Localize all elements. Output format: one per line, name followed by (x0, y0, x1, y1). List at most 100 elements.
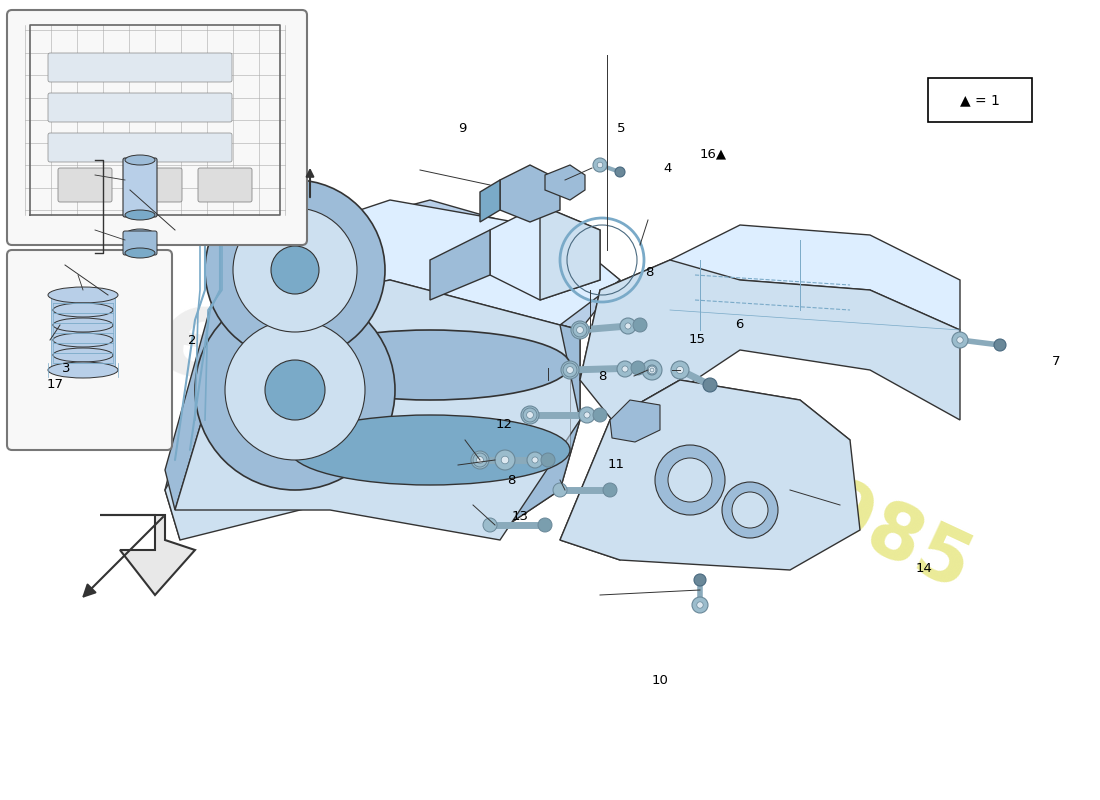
Ellipse shape (53, 348, 113, 362)
Text: ▲ = 1: ▲ = 1 (960, 93, 1000, 107)
Circle shape (584, 412, 590, 418)
FancyBboxPatch shape (58, 168, 112, 202)
Circle shape (593, 158, 607, 172)
Circle shape (620, 318, 636, 334)
Polygon shape (290, 365, 570, 450)
Circle shape (957, 337, 964, 343)
Polygon shape (165, 290, 580, 540)
Circle shape (561, 361, 579, 379)
Polygon shape (670, 225, 960, 330)
Circle shape (603, 483, 617, 497)
Polygon shape (390, 290, 580, 530)
Polygon shape (610, 400, 660, 442)
Polygon shape (580, 260, 670, 410)
FancyBboxPatch shape (48, 133, 232, 162)
Text: 11: 11 (607, 458, 625, 470)
Circle shape (579, 407, 595, 423)
Polygon shape (500, 165, 560, 222)
Text: 13: 13 (512, 510, 529, 522)
Text: 12: 12 (495, 418, 513, 430)
Circle shape (476, 457, 483, 463)
Circle shape (703, 378, 717, 392)
Circle shape (521, 406, 539, 424)
Polygon shape (226, 200, 620, 325)
Text: 7: 7 (1052, 355, 1060, 368)
Ellipse shape (48, 287, 118, 303)
Ellipse shape (290, 330, 570, 400)
Polygon shape (490, 205, 600, 300)
Circle shape (541, 453, 556, 467)
Circle shape (195, 290, 395, 490)
Circle shape (265, 360, 324, 420)
Text: europ: europ (147, 274, 573, 466)
Circle shape (205, 180, 385, 360)
Text: 8: 8 (507, 474, 516, 486)
Circle shape (647, 365, 657, 375)
Circle shape (271, 246, 319, 294)
Circle shape (648, 366, 656, 374)
Ellipse shape (48, 362, 118, 378)
Polygon shape (560, 380, 680, 560)
Ellipse shape (125, 248, 155, 258)
Circle shape (671, 361, 689, 379)
FancyBboxPatch shape (128, 168, 182, 202)
Text: 16▲: 16▲ (700, 147, 726, 160)
Circle shape (631, 361, 645, 375)
FancyBboxPatch shape (123, 158, 157, 217)
Text: 2: 2 (188, 334, 197, 346)
Text: 4: 4 (663, 162, 672, 174)
Circle shape (621, 366, 628, 372)
Circle shape (625, 323, 631, 329)
Text: 14: 14 (915, 562, 933, 574)
Polygon shape (560, 380, 860, 570)
Ellipse shape (53, 318, 113, 332)
Text: 8: 8 (598, 370, 607, 382)
Circle shape (573, 323, 587, 337)
Text: 3: 3 (62, 362, 70, 374)
Text: 6: 6 (735, 318, 744, 330)
Ellipse shape (125, 210, 155, 220)
Text: 17: 17 (46, 378, 64, 390)
Circle shape (576, 326, 583, 334)
Circle shape (593, 408, 607, 422)
Circle shape (471, 451, 490, 469)
Text: a passion for parts since 1985: a passion for parts since 1985 (593, 364, 847, 496)
Polygon shape (165, 240, 280, 540)
FancyBboxPatch shape (51, 294, 116, 370)
FancyBboxPatch shape (48, 53, 232, 82)
FancyBboxPatch shape (123, 231, 157, 255)
Circle shape (563, 363, 578, 377)
Text: 9: 9 (458, 122, 466, 134)
Circle shape (994, 339, 1006, 351)
Circle shape (553, 483, 566, 497)
Polygon shape (100, 515, 195, 595)
Circle shape (952, 332, 968, 348)
Circle shape (722, 482, 778, 538)
Text: 10: 10 (651, 674, 669, 686)
Circle shape (522, 408, 537, 422)
Circle shape (483, 518, 497, 532)
Circle shape (676, 366, 683, 374)
Ellipse shape (290, 415, 570, 485)
Circle shape (233, 208, 358, 332)
Circle shape (495, 450, 515, 470)
Circle shape (527, 411, 534, 418)
Circle shape (668, 458, 712, 502)
Circle shape (566, 366, 573, 374)
Circle shape (597, 162, 603, 168)
Polygon shape (480, 180, 501, 222)
Circle shape (617, 361, 632, 377)
Polygon shape (610, 380, 850, 490)
Polygon shape (580, 260, 960, 430)
Circle shape (473, 453, 487, 467)
Circle shape (692, 597, 708, 613)
FancyBboxPatch shape (928, 78, 1032, 122)
Circle shape (226, 320, 365, 460)
Circle shape (532, 457, 538, 463)
Circle shape (615, 167, 625, 177)
Circle shape (527, 452, 543, 468)
Circle shape (642, 360, 662, 380)
Polygon shape (260, 310, 520, 500)
Circle shape (696, 602, 703, 608)
Ellipse shape (125, 155, 155, 165)
